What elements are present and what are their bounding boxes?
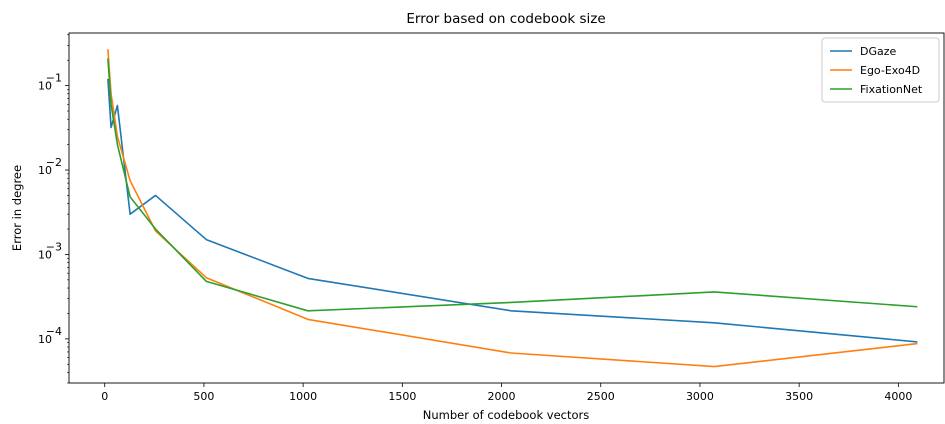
y-tick-exponent: −1 bbox=[46, 72, 62, 85]
y-tick-label: −110 bbox=[38, 72, 62, 93]
legend-label: Ego-Exo4D bbox=[860, 64, 920, 77]
x-tick-label: 1500 bbox=[388, 390, 416, 403]
y-tick-exponent: −4 bbox=[46, 325, 62, 338]
x-tick-label: 2500 bbox=[587, 390, 615, 403]
y-axis: −410−310−210−110 bbox=[38, 34, 69, 384]
y-tick-exponent: −3 bbox=[46, 240, 62, 253]
x-axis-title: Number of codebook vectors bbox=[423, 408, 589, 422]
x-tick-label: 3000 bbox=[686, 390, 714, 403]
legend-item: FixationNet bbox=[830, 83, 923, 96]
x-tick-label: 1000 bbox=[289, 390, 317, 403]
legend-label: DGaze bbox=[860, 45, 897, 58]
chart-title: Error based on codebook size bbox=[406, 11, 605, 27]
x-axis: 0 500 1000 1500 2000 2500 3000 3500 4000 bbox=[101, 383, 912, 403]
plot-frame bbox=[68, 32, 945, 384]
series-line-fixationnet bbox=[107, 58, 918, 312]
legend: DGaze Ego-Exo4D FixationNet bbox=[821, 37, 940, 103]
y-tick-base: 10 bbox=[38, 80, 52, 93]
y-tick-label: −210 bbox=[38, 156, 62, 177]
series-group bbox=[107, 49, 918, 368]
legend-label: FixationNet bbox=[860, 83, 923, 96]
y-tick-label: −310 bbox=[38, 240, 62, 261]
y-tick-base: 10 bbox=[38, 248, 52, 261]
legend-item: Ego-Exo4D bbox=[830, 64, 920, 77]
x-tick-label: 3500 bbox=[785, 390, 813, 403]
x-tick-label: 500 bbox=[193, 390, 214, 403]
x-tick-label: 2000 bbox=[488, 390, 516, 403]
y-axis-title: Error in degree bbox=[10, 165, 24, 251]
y-tick-label: −410 bbox=[38, 325, 62, 346]
y-tick-exponent: −2 bbox=[46, 156, 62, 169]
legend-item: DGaze bbox=[830, 45, 897, 58]
y-tick-base: 10 bbox=[38, 333, 52, 346]
y-tick-base: 10 bbox=[38, 164, 52, 177]
series-line-ego-exo4d bbox=[107, 49, 918, 368]
x-tick-label: 0 bbox=[101, 390, 108, 403]
x-tick-label: 4000 bbox=[884, 390, 912, 403]
legend-box bbox=[821, 37, 940, 103]
